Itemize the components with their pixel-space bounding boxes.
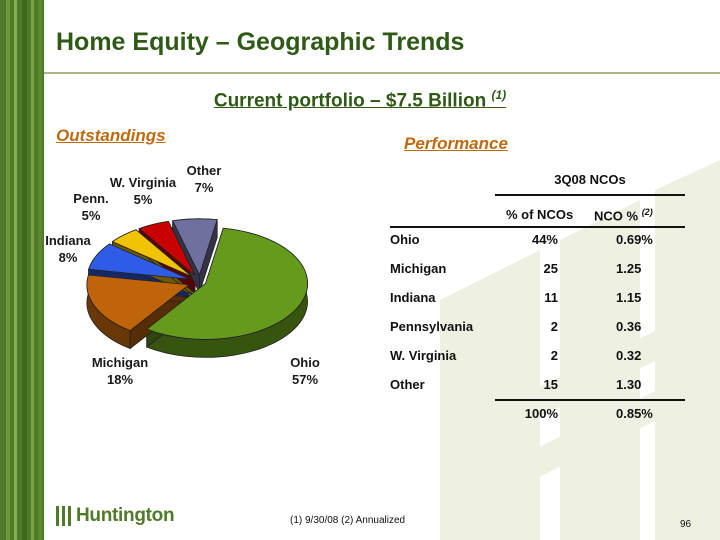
row-label: Indiana (390, 290, 436, 305)
pie-label-indiana: Indiana 8% (45, 233, 91, 265)
pie-label-penn: Penn. 5% (73, 191, 109, 223)
row-pct-ncos: 2 (550, 348, 558, 363)
row-nco-pct: 1.15 (616, 290, 642, 305)
subtitle-footnote-ref: (1) (491, 88, 507, 102)
row-nco-pct: 1.25 (616, 261, 642, 276)
pie-slice (145, 227, 308, 340)
huntington-logo-mark-icon (56, 506, 72, 526)
row-pct-ncos: 11 (544, 290, 558, 305)
footnotes: (1) 9/30/08 (2) Annualized (290, 515, 406, 526)
slide-title: Home Equity – Geographic Trends (56, 28, 465, 56)
table-row: Michigan 25 1.25 (390, 261, 690, 281)
huntington-logo: Huntington (56, 504, 175, 528)
pie-slice (172, 218, 218, 276)
pie-label-w-virginia: W. Virginia 5% (109, 175, 177, 207)
total-pct-ncos: 100% (524, 406, 558, 421)
logo-text: Huntington (76, 505, 175, 526)
table-title-rule (495, 194, 685, 196)
title-divider (44, 72, 720, 74)
portfolio-subtitle: Current portfolio – $7.5 Billion (1) (0, 88, 720, 112)
row-pct-ncos: 15 (543, 377, 558, 392)
row-nco-pct: 0.32 (616, 348, 642, 363)
header-rule (390, 226, 685, 228)
row-nco-pct: 0.36 (616, 319, 642, 334)
pie-label-michigan: Michigan 18% (91, 355, 149, 387)
row-label: Ohio (390, 232, 420, 247)
column-header-pct-ncos: % of NCOs (506, 207, 574, 222)
outstandings-heading: Outstandings (56, 126, 166, 145)
pie-slice (86, 274, 190, 331)
row-nco-pct: 1.30 (616, 377, 642, 392)
page-number: 96 (680, 519, 692, 530)
pie-label-other: Other 7% (186, 163, 222, 195)
row-nco-pct: 0.69% (616, 232, 653, 247)
subtitle-text: Current portfolio – $7.5 Billion (213, 90, 487, 112)
row-label: Other (390, 377, 425, 392)
table-row: Indiana 11 1.15 (390, 290, 690, 310)
pie-slice (88, 243, 190, 280)
row-label: Pennsylvania (390, 319, 474, 334)
total-nco-pct: 0.85% (616, 406, 653, 421)
total-row: 100% 0.85% (390, 406, 690, 426)
performance-heading: Performance (404, 134, 508, 153)
table-row: Other 15 1.30 (390, 377, 690, 397)
row-label: W. Virginia (390, 348, 457, 363)
table-row: Ohio 44% 0.69% (390, 232, 690, 252)
total-rule (495, 399, 685, 401)
pie-label-ohio: Ohio 57% (290, 355, 320, 387)
column-header-nco-pct: NCO % (2) (594, 207, 653, 224)
table-title: 3Q08 NCOs (554, 172, 626, 187)
pie-slice (138, 220, 196, 276)
pie-slice (111, 229, 193, 278)
table-row: W. Virginia 2 0.32 (390, 348, 690, 368)
row-label: Michigan (390, 261, 447, 276)
left-decorative-strip (0, 0, 44, 540)
row-pct-ncos: 44% (531, 232, 558, 247)
row-pct-ncos: 25 (543, 261, 558, 276)
row-pct-ncos: 2 (550, 319, 558, 334)
table-row: Pennsylvania 2 0.36 (390, 319, 690, 339)
